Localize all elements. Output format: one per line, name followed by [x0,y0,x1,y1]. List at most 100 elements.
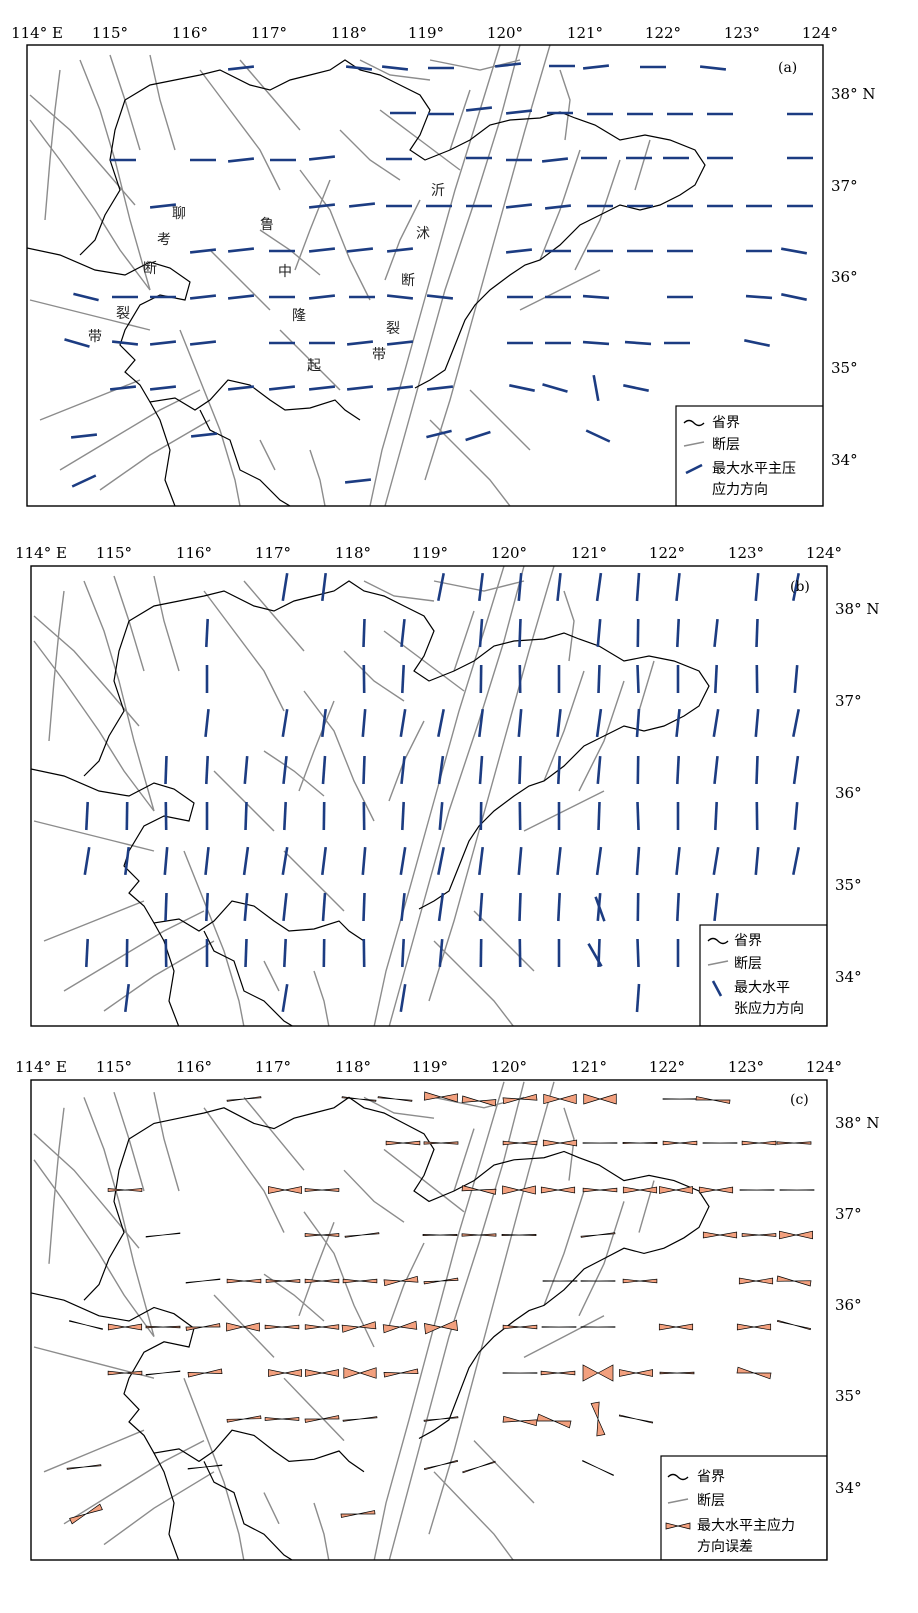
stress-bowtie [265,1279,301,1283]
stress-direction-mark [635,846,641,876]
stress-bowtie [383,1275,419,1287]
fault-line [524,1316,604,1358]
lon-label: 118° [331,24,367,42]
stress-direction-mark [744,339,770,347]
stress-direction-mark [308,155,336,161]
stress-bowtie [502,1185,536,1195]
stress-direction-mark [190,432,218,438]
stress-direction-mark [401,801,405,831]
stress-direction-mark [243,892,249,922]
stress-bowtie [423,1141,459,1145]
stress-bowtie [145,1232,181,1238]
province-boundary [129,1097,709,1438]
province-boundary [80,100,125,255]
lon-label: 116° [172,24,208,42]
legend: 省界 断层 最大水平主压 应力方向 [675,405,823,506]
stress-direction-mark [124,846,130,876]
stress-direction-mark [400,755,406,785]
lon-label: 124° [802,24,838,42]
stress-bowtie [542,1139,578,1147]
stress-directions [64,62,813,488]
fault-line [430,420,510,506]
fault-line [154,1092,179,1191]
stress-bowtie [542,1280,578,1282]
stress-bowtie [107,1188,143,1192]
fault-line [34,821,154,851]
fault-line [44,1430,144,1472]
fault-line [474,1441,534,1503]
fault-line [264,961,279,991]
legend-stress-label: 最大水平主应力 [697,1517,795,1534]
fault-line [260,440,275,470]
stress-direction-mark [401,664,405,694]
stress-bowtie [540,1370,576,1376]
stress-direction-mark [518,892,522,922]
stress-bowtie [622,1278,658,1284]
stress-direction-mark [437,573,445,601]
stress-direction-mark [595,846,603,876]
fault-line [180,330,240,506]
stress-direction-mark [518,755,522,785]
annotation: 断 [143,261,157,277]
panel-tag: (a) [778,60,797,76]
stress-direction-mark [321,572,327,602]
stress-bowtie [304,1278,340,1284]
fault-line [364,581,434,601]
stress-direction-mark [713,892,719,922]
stress-bowtie [383,1368,419,1378]
stress-direction-mark [635,572,641,602]
stress-direction-mark [556,846,562,876]
stress-direction-mark [793,664,799,694]
stress-bowtie [776,1141,812,1145]
stress-direction-mark [792,709,800,737]
lat-label: 38° N [835,600,879,618]
legend-stress-label: 应力方向 [712,481,768,498]
stress-bowtie [461,1233,497,1237]
fault-line [60,390,200,470]
stress-bowtie [340,1510,376,1518]
lat-label: 35° [835,1387,862,1405]
stress-bowtie [423,1091,459,1103]
fault-line [374,1082,504,1561]
stress-direction-mark [712,708,720,738]
stress-bowtie [226,1096,262,1102]
stress-direction-mark [582,64,610,70]
bowtie-symbol [665,1522,691,1530]
stress-direction-mark [205,755,209,785]
fault-line [184,851,244,1027]
fault-line [284,851,344,911]
region-annotations: 聊 考 断 裂 带 鲁 中 隆 起 沂 沭 断 裂 带 [88,183,445,374]
panel-tag: (b) [790,579,810,595]
fault-line [84,581,154,811]
stress-direction-mark [243,755,249,785]
stress-bowtie [502,1093,538,1105]
fault-line [45,70,60,220]
fault-line [374,566,504,1027]
fault-line [30,300,150,330]
stress-direction-mark [437,892,445,922]
stress-direction-mark [438,938,444,968]
fault-line [30,95,135,205]
stress-bowtie [424,1319,458,1335]
stress-direction-mark [494,62,522,68]
panel-c: 114° E 115° 116° 117° 118° 119° 120° 121… [15,1058,879,1561]
stress-bowtie [582,1187,618,1193]
stress-direction-mark [781,293,807,301]
stress-direction-mark [70,433,98,439]
base-map [27,45,705,506]
stress-direction-mark [556,572,562,602]
stress-bowtie [659,1186,693,1194]
stress-bowtie [305,1369,339,1377]
stress-bowtie [145,1325,181,1329]
legend-fault-label: 断层 [734,956,762,972]
fault-line [434,1472,514,1561]
lon-label: 122° [649,544,685,562]
lon-label: 123° [728,1058,764,1076]
fault-line [44,901,144,941]
stress-directions [83,572,800,1013]
stress-direction-mark [478,618,484,648]
stress-direction-mark [244,801,248,831]
stress-bowtie [502,1415,538,1427]
stress-direction-mark [149,385,177,391]
stress-bowtie [659,1371,695,1375]
